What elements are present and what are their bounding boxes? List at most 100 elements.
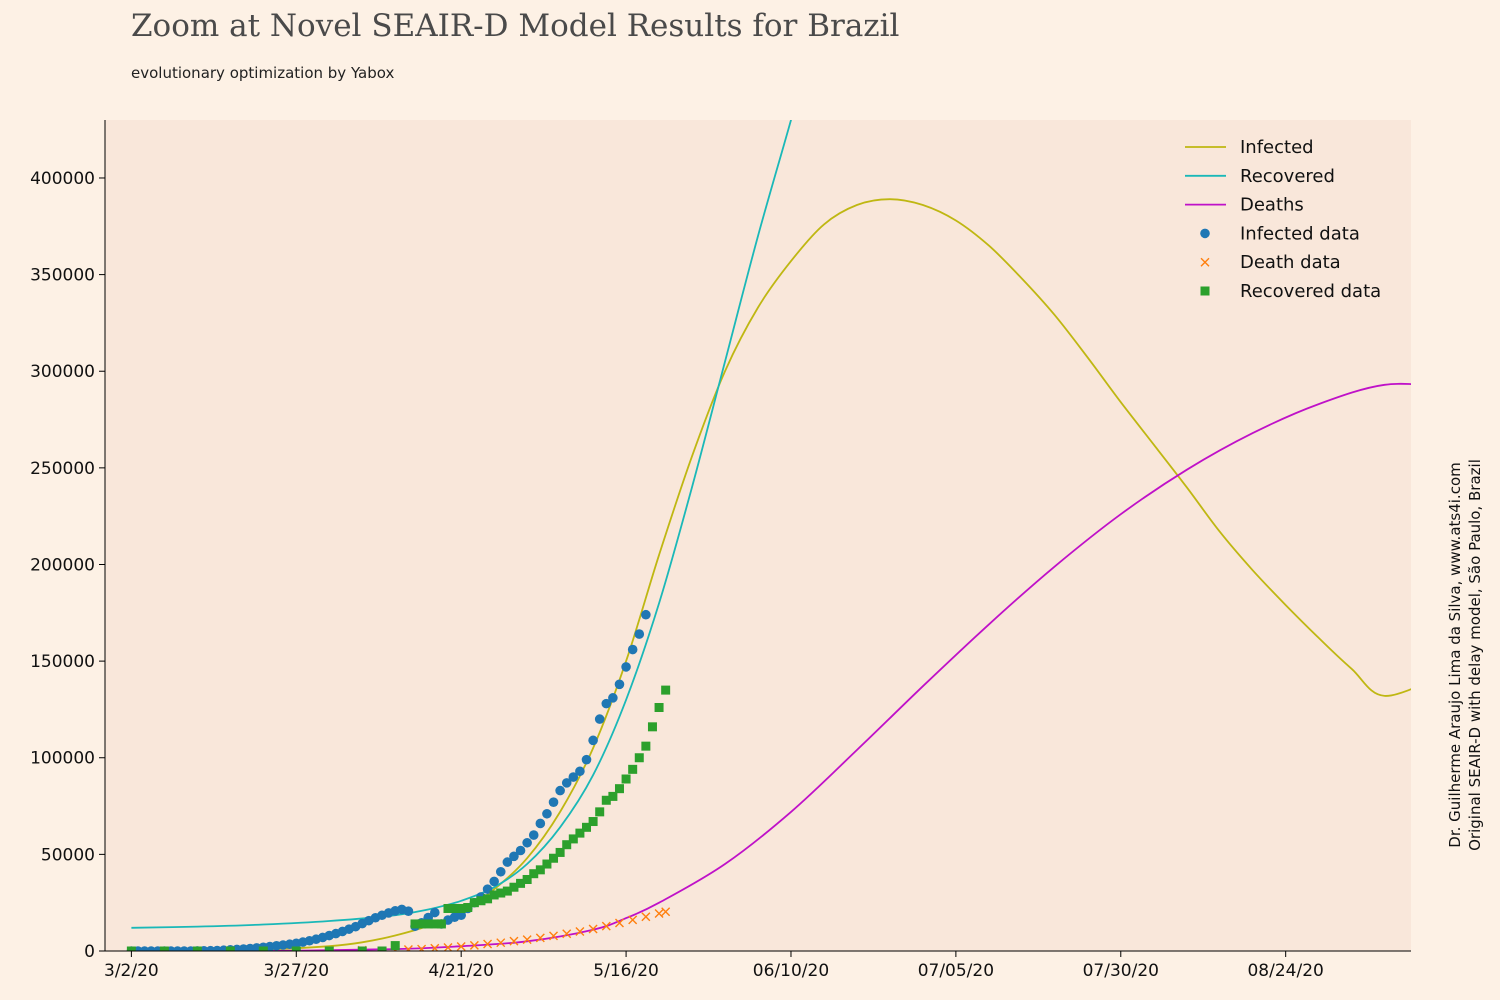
y-tick-label: 300000 bbox=[30, 362, 95, 382]
recovered-data-point bbox=[450, 903, 460, 913]
recovered-data-point bbox=[641, 741, 651, 751]
recovered-data-point bbox=[628, 764, 638, 774]
credit-block: Dr. Guilherme Araujo Lima da Silva, www.… bbox=[1446, 459, 1484, 851]
legend-item-recovered-data: Recovered data bbox=[1200, 281, 1381, 302]
chart-title: Zoom at Novel SEAIR-D Model Results for … bbox=[131, 8, 900, 44]
series-recovered-data bbox=[126, 685, 671, 951]
infected-data-point bbox=[429, 907, 440, 918]
series-layer bbox=[126, 0, 1411, 951]
legend-label: Infected bbox=[1240, 137, 1314, 158]
infected-data-point bbox=[403, 906, 414, 916]
recovered-data-point bbox=[542, 859, 552, 869]
legend-item-infected-data: Infected data bbox=[1200, 223, 1360, 244]
recovered-data-point bbox=[423, 919, 433, 929]
legend-swatch-death-data bbox=[1200, 257, 1210, 267]
death-data-point bbox=[601, 921, 611, 931]
death-data-point bbox=[575, 926, 585, 936]
infected-data-point bbox=[581, 754, 592, 765]
death-data-point bbox=[614, 918, 624, 928]
recovered-data-point bbox=[522, 874, 532, 884]
infected-data-point bbox=[634, 629, 645, 639]
plot-area bbox=[105, 120, 1411, 951]
legend: Infected Recovered Deaths Infected data Deat… bbox=[1185, 137, 1381, 302]
infected-data-point bbox=[648, 0, 658, 5]
death-data-point bbox=[535, 933, 545, 943]
recovered-data-point bbox=[483, 894, 493, 904]
series-line-recovered bbox=[131, 120, 792, 929]
recovered-data-point bbox=[463, 903, 473, 913]
recovered-data-point bbox=[608, 791, 618, 801]
chart-subtitle: evolutionary optimization by Yabox bbox=[131, 64, 395, 82]
recovered-data-point bbox=[410, 919, 420, 929]
infected-data-point bbox=[627, 644, 638, 655]
recovered-data-point bbox=[476, 896, 486, 906]
legend-label: Infected data bbox=[1240, 223, 1360, 244]
death-data-point bbox=[469, 940, 479, 950]
y-tick-label: 250000 bbox=[30, 459, 95, 479]
recovered-data-point bbox=[516, 878, 526, 888]
infected-data-point bbox=[594, 714, 605, 724]
legend-label: Recovered bbox=[1240, 166, 1335, 187]
death-data-point bbox=[588, 924, 598, 934]
y-tick-label: 50000 bbox=[41, 845, 95, 865]
x-tick-label: 5/16/20 bbox=[593, 961, 659, 981]
infected-data-point bbox=[495, 866, 506, 877]
y-tick-label: 400000 bbox=[30, 169, 95, 189]
death-data-point bbox=[456, 942, 466, 951]
recovered-data-point bbox=[357, 946, 367, 951]
recovered-data-point bbox=[555, 847, 565, 857]
x-tick-label: 06/10/20 bbox=[753, 961, 829, 981]
death-data-point bbox=[661, 907, 671, 917]
recovered-data-point bbox=[469, 898, 479, 908]
infected-data-point bbox=[621, 662, 631, 672]
infected-data-point bbox=[542, 808, 552, 819]
infected-data-point bbox=[588, 735, 598, 746]
legend-label: Recovered data bbox=[1240, 281, 1381, 302]
infected-data-point bbox=[561, 778, 572, 788]
recovered-data-point bbox=[509, 882, 519, 892]
series-line-deaths bbox=[131, 382, 1411, 951]
recovered-data-point bbox=[436, 919, 446, 929]
death-data-point bbox=[562, 929, 572, 939]
legend-item-death-data: Death data bbox=[1200, 252, 1341, 273]
y-tick-label: 100000 bbox=[30, 749, 95, 769]
death-data-point bbox=[522, 935, 532, 945]
credit-line-2: Original SEAIR-D with delay model, São P… bbox=[1466, 459, 1484, 851]
infected-data-point bbox=[548, 797, 559, 807]
death-data-point bbox=[417, 944, 427, 951]
recovered-data-point bbox=[291, 946, 301, 951]
recovered-data-point bbox=[562, 840, 572, 850]
recovered-data-point bbox=[377, 946, 387, 951]
recovered-data-point bbox=[535, 865, 545, 875]
legend-label: Death data bbox=[1240, 252, 1341, 273]
infected-data-point bbox=[654, 0, 664, 5]
legend-swatch-infected-data bbox=[1200, 228, 1210, 239]
recovered-data-point bbox=[258, 946, 268, 951]
recovered-data-point bbox=[549, 853, 559, 863]
recovered-data-point bbox=[588, 817, 598, 827]
infected-data-point bbox=[502, 857, 513, 867]
recovered-data-point bbox=[225, 946, 235, 951]
x-tick-label: 07/30/20 bbox=[1083, 961, 1159, 981]
infected-data-point bbox=[555, 785, 565, 796]
infected-data-point bbox=[528, 830, 539, 840]
death-data-point bbox=[403, 944, 413, 951]
death-data-point bbox=[654, 909, 664, 919]
x-tick-label: 3/2/20 bbox=[104, 961, 159, 981]
death-data-point bbox=[496, 938, 506, 948]
death-data-point bbox=[549, 931, 559, 941]
infected-data-point bbox=[489, 876, 499, 887]
infected-data-point bbox=[661, 0, 671, 5]
death-data-point bbox=[641, 912, 651, 922]
infected-data-point bbox=[568, 772, 579, 782]
y-tick-label: 150000 bbox=[30, 652, 95, 672]
credit-line-1: Dr. Guilherme Araujo Lima da Silva, www.… bbox=[1446, 462, 1464, 847]
legend-item-deaths: Deaths bbox=[1185, 195, 1304, 216]
legend-item-infected: Infected bbox=[1185, 137, 1314, 158]
recovered-data-point bbox=[496, 888, 506, 898]
recovered-data-point bbox=[159, 946, 169, 951]
death-data-point bbox=[509, 936, 519, 946]
recovered-data-point bbox=[430, 919, 440, 929]
